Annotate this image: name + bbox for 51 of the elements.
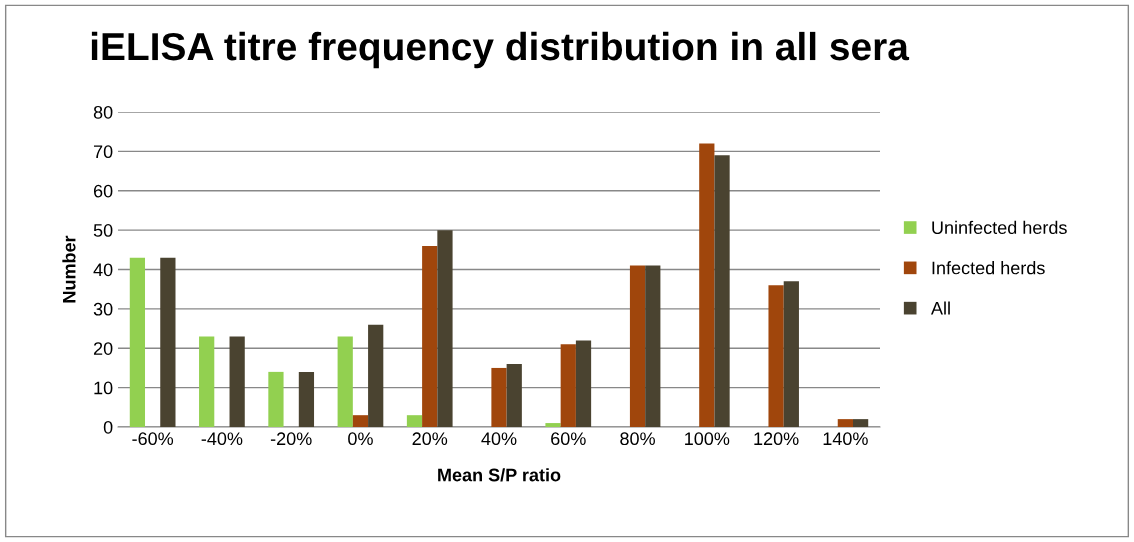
bar bbox=[352, 415, 369, 427]
x-tick-label: -20% bbox=[270, 432, 312, 446]
chart-title: iELISA titre frequency distribution in all sera bbox=[91, 31, 910, 69]
legend-label: All bbox=[930, 301, 950, 315]
bar bbox=[298, 371, 315, 427]
bar bbox=[268, 371, 284, 427]
bar bbox=[545, 423, 561, 427]
bar bbox=[368, 324, 384, 427]
x-axis-title: Mean S/P ratio bbox=[438, 468, 561, 482]
y-tick-label: 50 bbox=[93, 224, 113, 237]
bar bbox=[229, 336, 245, 427]
bar bbox=[560, 344, 576, 427]
x-tick-label: 80% bbox=[620, 432, 655, 446]
bar bbox=[491, 367, 507, 427]
bar bbox=[629, 265, 646, 427]
y-tick-label: 40 bbox=[93, 263, 113, 277]
bar bbox=[437, 230, 453, 427]
bar bbox=[837, 419, 853, 427]
bar bbox=[699, 143, 715, 427]
y-tick-label: 70 bbox=[93, 145, 113, 159]
y-tick-label: 80 bbox=[93, 105, 113, 119]
bar bbox=[160, 257, 176, 427]
bar bbox=[506, 364, 522, 427]
y-tick-label: 60 bbox=[93, 184, 113, 198]
x-tick-label: -40% bbox=[201, 432, 243, 446]
bar bbox=[406, 415, 423, 427]
x-tick-label: 20% bbox=[412, 432, 448, 446]
x-tick-label: 0% bbox=[348, 432, 373, 446]
x-tick-label: 60% bbox=[551, 432, 586, 446]
bar bbox=[199, 336, 215, 427]
bar bbox=[852, 419, 869, 427]
legend-label: Uninfected herds bbox=[932, 220, 1067, 235]
x-tick-label: 140% bbox=[823, 432, 868, 446]
y-tick-label: 30 bbox=[93, 302, 113, 316]
bar bbox=[129, 257, 146, 427]
y-tick-label: 20 bbox=[93, 342, 113, 355]
bar bbox=[575, 340, 592, 427]
bar bbox=[645, 265, 661, 427]
bar bbox=[714, 155, 730, 427]
bar bbox=[422, 245, 438, 427]
bar bbox=[783, 281, 799, 427]
bar bbox=[337, 336, 353, 427]
x-tick-label: 100% bbox=[685, 432, 730, 446]
bar bbox=[768, 285, 784, 427]
y-tick-label: 10 bbox=[94, 381, 113, 395]
x-tick-label: -60% bbox=[132, 432, 174, 446]
y-tick-label: 0 bbox=[103, 420, 113, 434]
y-axis-title: Number bbox=[62, 235, 76, 303]
x-tick-label: 120% bbox=[754, 432, 799, 446]
x-tick-label: 40% bbox=[481, 432, 517, 446]
legend-label: Infected herds bbox=[932, 261, 1045, 275]
